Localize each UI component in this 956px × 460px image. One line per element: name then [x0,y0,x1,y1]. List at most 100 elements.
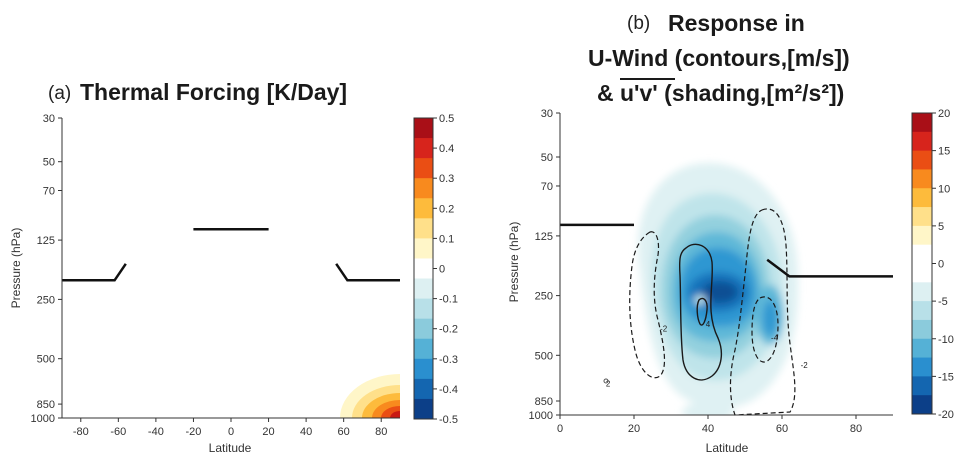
panel-a-forcing-shading [340,374,400,418]
colorbar-segment [414,158,433,179]
colorbar-tick-label: -5 [938,296,948,308]
colorbar-segment [912,376,932,396]
panel-a-colorbar: 0.5 0.4 0.3 0.2 0.1 0 -0.1 -0.2 -0.3 -0.4 -0.5 [413,113,458,426]
colorbar-segment [414,358,433,380]
colorbar-tick-label: -0.2 [439,324,458,336]
colorbar-tick-label: 10 [938,183,950,195]
y-tick-label: 1000 [31,413,55,425]
colorbar-tick-label: 0.2 [439,203,454,215]
panel-b-jet-lines [560,223,893,278]
panel-a-background [62,118,400,418]
y-tick-label: 125 [535,231,553,243]
colorbar-tick-label: 0.4 [439,143,454,155]
colorbar-tick-label: -20 [938,409,954,421]
colorbar-segment [414,118,433,139]
colorbar-segment [414,198,433,219]
jet-line [335,263,400,282]
panel-a-xlabel: Latitude [209,441,252,455]
colorbar-segment [414,218,433,239]
colorbar-segment [414,278,433,300]
x-tick-label: 40 [702,423,714,435]
y-tick-label: 850 [37,399,55,411]
panel-b-title: (b) Response in U-Wind (contours,[m/s]) … [588,10,850,106]
contour-negative-west [629,231,666,379]
colorbar-segment [912,301,932,321]
colorbar-segment [414,178,433,199]
x-tick-label: 80 [375,426,387,438]
panel-b-x-ticks: 0 20 40 60 80 [557,415,862,435]
colorbar-tick-label: 0 [938,259,944,271]
panel-b-shading [638,162,799,415]
x-tick-label: 20 [628,423,640,435]
colorbar-segment [414,138,433,159]
y-tick-label: 250 [535,291,553,303]
contour-label: -2 [660,325,668,334]
x-tick-label: 0 [557,423,563,435]
panel-b-contour-labels: -2 4 -4 -2 2 [606,320,808,389]
y-tick-label: 250 [37,294,55,306]
panel-a-plot: -80 -60 -40 -20 0 20 40 60 80 30 50 70 125 250 500 850… [9,113,400,455]
panel-b-plot: -2 4 -4 -2 2 0 20 40 60 80 30 50 70 125 250 500 850 100… [507,108,893,455]
y-tick-label: 500 [37,354,55,366]
y-tick-label: 70 [541,181,553,193]
colorbar-tick-label: -10 [938,334,954,346]
colorbar-segment [912,263,932,283]
colorbar-tick-label: 0.3 [439,173,454,185]
colorbar-segment [414,298,433,320]
colorbar-segment [414,378,433,400]
colorbar-segment [414,258,433,280]
y-tick-label: 70 [43,185,55,197]
panel-b-colorbar: 20 15 10 5 0 -5 -10 -15 -20 [911,108,954,421]
colorbar-tick-label: -0.1 [439,294,458,306]
colorbar-tick-label: 0.1 [439,233,454,245]
colorbar-segment [912,188,932,208]
colorbar-segment [912,395,932,415]
colorbar-tick-label: 0.5 [439,113,454,125]
colorbar-segment [912,282,932,302]
y-tick-label: 125 [37,235,55,247]
colorbar-segment [912,113,932,133]
jet-line [62,263,127,282]
jet-line [766,258,893,278]
panel-a-ylabel: Pressure (hPa) [9,228,23,309]
contour-label: -2 [801,361,809,370]
colorbar-segment [912,357,932,377]
contour-positive [678,243,723,381]
panel-b-y-ticks: 30 50 70 125 250 500 850 1000 [529,108,560,422]
colorbar-tick-label: 0 [439,264,445,276]
colorbar-segment [414,318,433,340]
colorbar-segment [912,169,932,189]
x-tick-label: 80 [850,423,862,435]
panel-b-title-line1: Response in [668,10,805,36]
panel-b-title-line2: U-Wind (contours,[m/s]) [588,45,850,71]
colorbar-tick-label: -15 [938,371,954,383]
colorbar-tick-label: 5 [938,221,944,233]
x-tick-label: 60 [776,423,788,435]
contour-label: 2 [606,380,611,389]
contour-label: -4 [771,333,779,342]
y-tick-label: 500 [535,350,553,362]
colorbar-segment [912,338,932,359]
x-tick-label: -20 [185,426,201,438]
panel-a-title: (a) Thermal Forcing [K/Day] [48,79,347,105]
contour-label: 4 [706,320,711,329]
y-tick-label: 50 [541,152,553,164]
panel-a-x-ticks: -80 -60 -40 -20 0 20 40 60 80 [73,418,387,438]
colorbar-tick-label: 20 [938,108,950,120]
y-tick-label: 30 [43,113,55,125]
x-tick-label: 20 [262,426,274,438]
y-tick-label: 1000 [529,410,553,422]
colorbar-segment [912,319,932,340]
contour-positive-inner [696,297,708,326]
colorbar-tick-label: -0.5 [439,414,458,426]
panel-b-ylabel: Pressure (hPa) [507,222,521,303]
panel-b-xlabel: Latitude [706,441,749,455]
colorbar-segment [414,398,433,420]
colorbar-tick-label: -0.3 [439,354,458,366]
x-tick-label: -40 [148,426,164,438]
colorbar-segment [414,338,433,360]
panel-a-title-text: Thermal Forcing [K/Day] [80,79,347,105]
x-tick-label: 0 [228,426,234,438]
panel-a-jet-lines [62,227,400,282]
